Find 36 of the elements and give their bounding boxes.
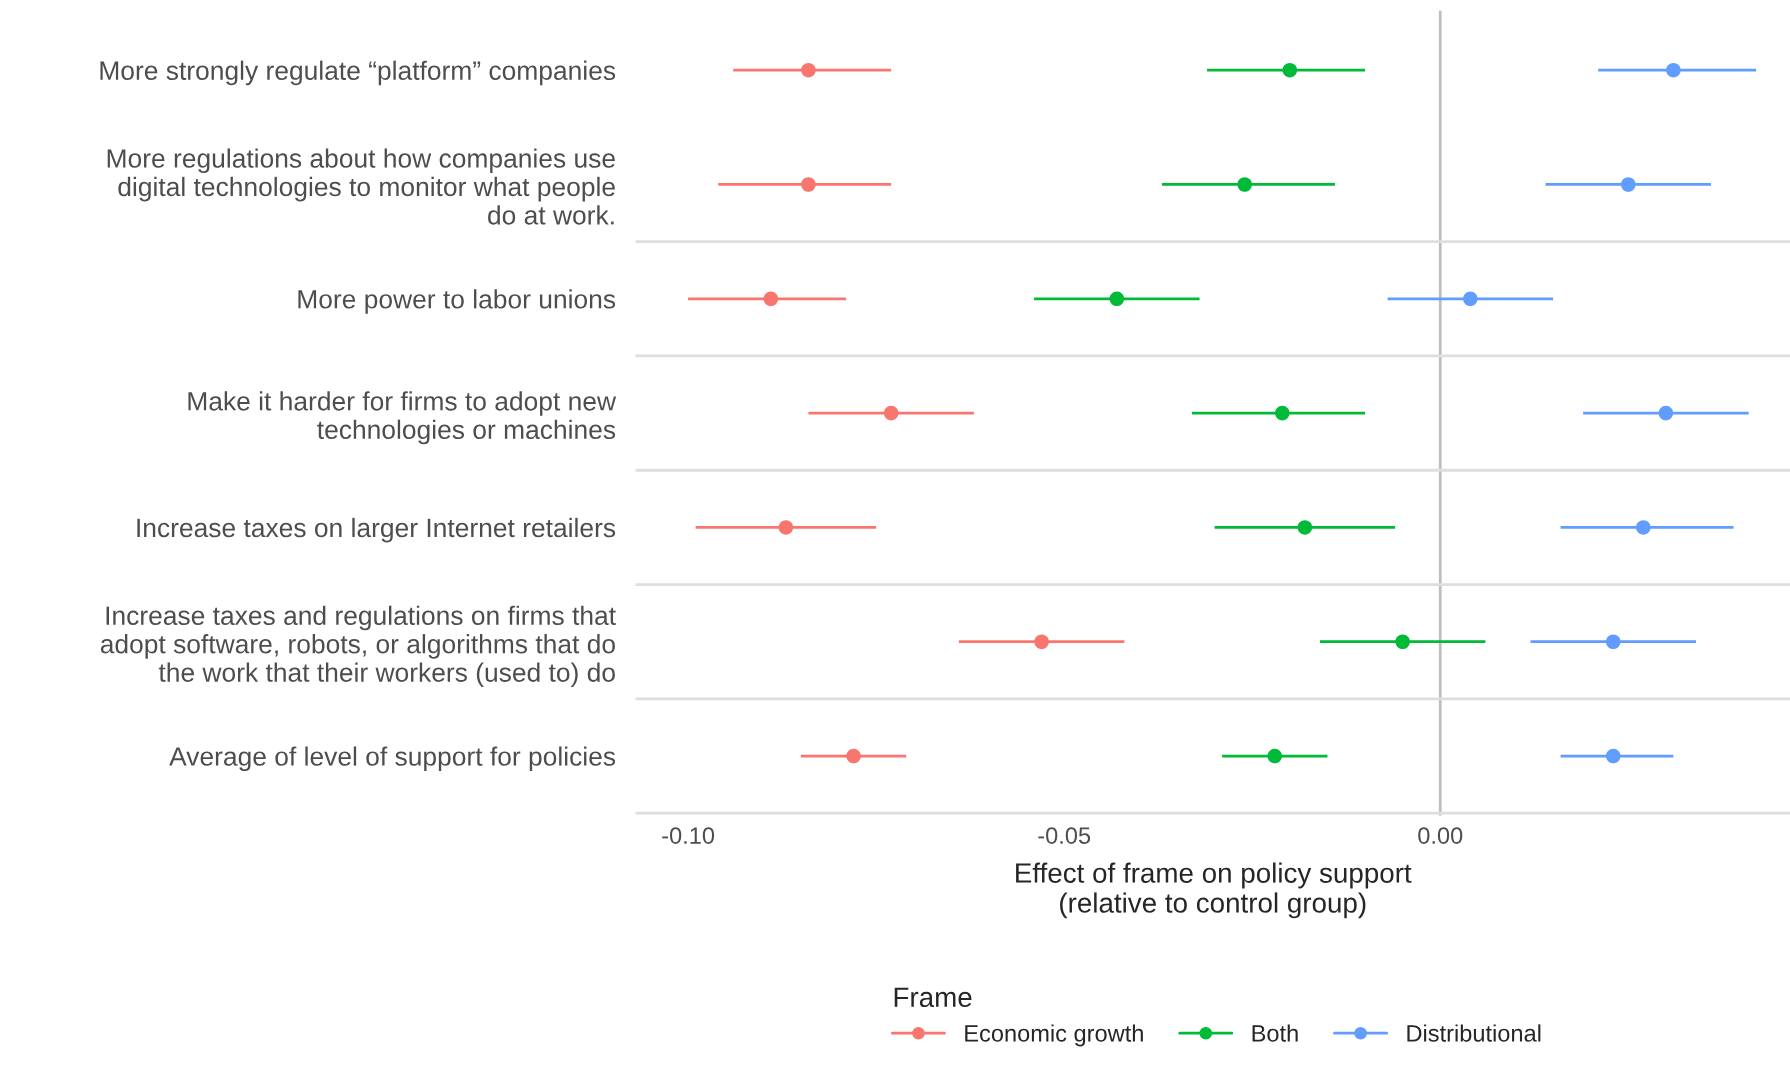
x-tick-label: 0.00 xyxy=(1418,827,1463,844)
point xyxy=(1636,520,1651,535)
legend-title: Frame xyxy=(894,987,972,1008)
point xyxy=(763,291,779,307)
point xyxy=(883,405,899,421)
point xyxy=(1605,748,1621,764)
y-tick-label: Make it harder for firms to adopt new technologies or machines xyxy=(188,391,617,445)
point xyxy=(1666,62,1681,78)
legend-label: Economic growth xyxy=(965,1024,1143,1047)
legend-label: Distributional xyxy=(1407,1024,1541,1042)
point xyxy=(1275,405,1290,421)
x-tick-label: -0.05 xyxy=(1038,827,1091,844)
x-axis-title: Effect of frame on policy support (relative to control group) xyxy=(1016,862,1412,919)
point xyxy=(1605,634,1621,650)
x-tick-label: -0.10 xyxy=(662,827,715,844)
point xyxy=(801,177,816,192)
point xyxy=(1237,177,1252,192)
point xyxy=(1621,177,1636,192)
point xyxy=(778,520,794,535)
point xyxy=(846,748,861,764)
point xyxy=(1297,520,1313,535)
y-tick-label: More strongly regulate “platform” companies xyxy=(100,60,616,86)
point xyxy=(1658,405,1674,421)
point xyxy=(801,62,816,78)
point xyxy=(1034,634,1049,650)
point xyxy=(1395,634,1410,650)
y-tick-label: Average of level of support for policies xyxy=(169,746,616,772)
point xyxy=(1267,748,1283,764)
y-tick-label: More regulations about how companies use digital technologies to monitor what people do at work. xyxy=(107,148,615,225)
legend-label: Both xyxy=(1252,1024,1298,1042)
point xyxy=(1282,62,1298,78)
y-tick-label: Increase taxes and regulations on firms that adopt software, robots, or algorithms that do the work that their workers (used to) do xyxy=(100,605,616,688)
point xyxy=(1109,291,1125,307)
y-tick-label: More power to labor unions xyxy=(298,289,616,314)
y-tick-label: Increase taxes on larger Internet retailers xyxy=(137,517,616,543)
point xyxy=(1463,291,1478,307)
